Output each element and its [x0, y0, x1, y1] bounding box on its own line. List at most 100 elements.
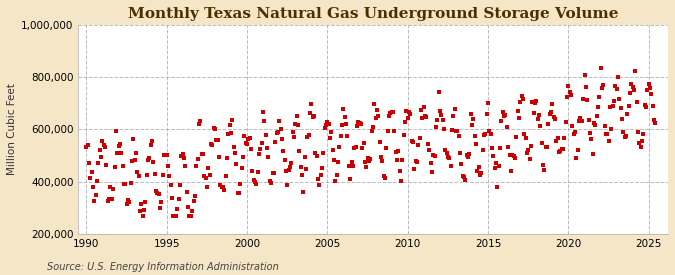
Point	[401, 109, 412, 114]
Point	[375, 155, 386, 160]
Point	[389, 128, 400, 133]
Point	[337, 123, 348, 127]
Point	[590, 122, 601, 127]
Point	[383, 113, 394, 118]
Point	[103, 199, 113, 204]
Point	[493, 164, 504, 168]
Point	[532, 117, 543, 121]
Point	[393, 149, 404, 153]
Point	[223, 132, 234, 137]
Point	[315, 173, 326, 177]
Point	[458, 174, 469, 179]
Point	[568, 131, 579, 136]
Point	[287, 130, 298, 134]
Point	[88, 185, 99, 189]
Point	[578, 97, 589, 101]
Point	[303, 132, 314, 137]
Point	[81, 144, 92, 149]
Point	[545, 110, 556, 114]
Point	[417, 116, 428, 120]
Point	[612, 87, 622, 91]
Point	[159, 153, 169, 157]
Y-axis label: Million Cubic Feet: Million Cubic Feet	[7, 84, 17, 175]
Point	[130, 150, 141, 155]
Point	[373, 114, 383, 118]
Point	[597, 86, 608, 91]
Point	[300, 167, 311, 171]
Point	[190, 194, 200, 199]
Point	[265, 179, 275, 183]
Point	[279, 158, 290, 162]
Point	[140, 200, 151, 204]
Point	[217, 185, 228, 189]
Point	[352, 123, 362, 128]
Point	[634, 141, 645, 145]
Point	[327, 148, 338, 152]
Point	[516, 94, 527, 98]
Point	[420, 114, 431, 119]
Point	[207, 142, 217, 147]
Point	[559, 136, 570, 141]
Point	[512, 109, 523, 114]
Point	[168, 213, 179, 218]
Point	[107, 197, 117, 201]
Point	[598, 83, 609, 87]
Point	[273, 130, 284, 134]
Point	[271, 131, 282, 136]
Point	[138, 208, 149, 212]
Text: Source: U.S. Energy Information Administration: Source: U.S. Energy Information Administ…	[47, 262, 279, 272]
Point	[485, 131, 496, 136]
Point	[441, 151, 452, 156]
Point	[450, 106, 460, 111]
Point	[105, 185, 116, 189]
Point	[370, 116, 381, 120]
Point	[186, 213, 196, 218]
Point	[564, 90, 575, 94]
Point	[618, 130, 628, 134]
Point	[109, 165, 120, 169]
Point	[605, 105, 616, 109]
Point	[334, 144, 345, 149]
Point	[507, 153, 518, 157]
Point	[576, 119, 587, 123]
Point	[453, 134, 464, 138]
Title: Monthly Texas Natural Gas Underground Storage Volume: Monthly Texas Natural Gas Underground St…	[128, 7, 618, 21]
Point	[200, 175, 211, 180]
Point	[628, 87, 639, 92]
Point	[620, 134, 631, 138]
Point	[183, 205, 194, 210]
Point	[104, 197, 115, 201]
Point	[125, 181, 136, 186]
Point	[531, 99, 542, 103]
Point	[595, 66, 606, 70]
Point	[539, 167, 549, 172]
Point	[240, 141, 251, 145]
Point	[416, 108, 427, 112]
Point	[466, 123, 477, 128]
Point	[433, 90, 444, 95]
Point	[119, 182, 130, 186]
Point	[555, 148, 566, 153]
Point	[398, 133, 409, 137]
Point	[259, 118, 270, 123]
Point	[121, 201, 132, 206]
Point	[282, 183, 293, 187]
Point	[192, 156, 203, 161]
Point	[84, 161, 95, 166]
Point	[452, 129, 462, 133]
Point	[267, 171, 278, 175]
Point	[349, 146, 360, 150]
Point	[182, 190, 192, 194]
Point	[228, 144, 239, 149]
Point	[165, 183, 176, 187]
Point	[465, 111, 476, 116]
Point	[502, 125, 512, 129]
Point	[547, 102, 558, 107]
Point	[322, 119, 333, 124]
Point	[387, 109, 398, 114]
Point	[479, 133, 489, 138]
Point	[519, 132, 530, 136]
Point	[556, 147, 567, 151]
Point	[198, 152, 209, 156]
Point	[529, 111, 539, 115]
